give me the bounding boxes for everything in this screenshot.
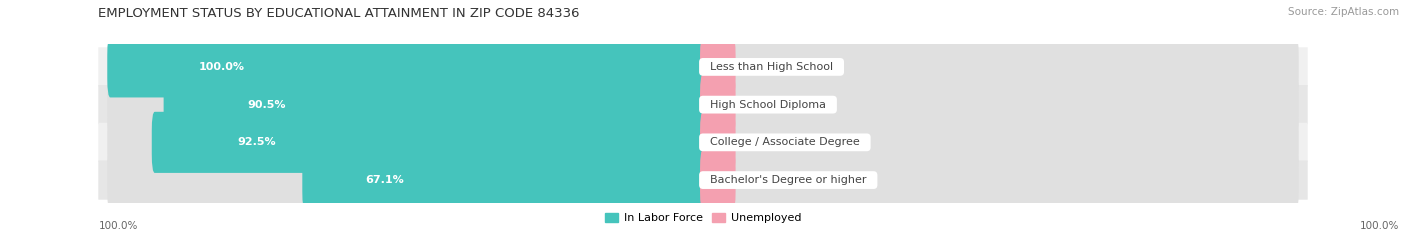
Text: College / Associate Degree: College / Associate Degree: [703, 137, 866, 147]
FancyBboxPatch shape: [700, 36, 735, 97]
FancyBboxPatch shape: [107, 112, 706, 173]
Text: Bachelor's Degree or higher: Bachelor's Degree or higher: [703, 175, 873, 185]
Text: Source: ZipAtlas.com: Source: ZipAtlas.com: [1288, 7, 1399, 17]
Text: 100.0%: 100.0%: [98, 221, 138, 231]
Text: 90.5%: 90.5%: [247, 100, 285, 110]
FancyBboxPatch shape: [700, 112, 735, 173]
Text: 0.0%: 0.0%: [745, 137, 773, 147]
Text: High School Diploma: High School Diploma: [703, 100, 832, 110]
FancyBboxPatch shape: [98, 47, 1308, 86]
FancyBboxPatch shape: [700, 74, 735, 135]
FancyBboxPatch shape: [163, 74, 706, 135]
FancyBboxPatch shape: [107, 74, 706, 135]
FancyBboxPatch shape: [700, 74, 1299, 135]
FancyBboxPatch shape: [700, 150, 735, 211]
Text: 92.5%: 92.5%: [238, 137, 276, 147]
FancyBboxPatch shape: [152, 112, 706, 173]
FancyBboxPatch shape: [107, 150, 706, 211]
Text: 100.0%: 100.0%: [1360, 221, 1399, 231]
Text: 100.0%: 100.0%: [200, 62, 245, 72]
Text: Less than High School: Less than High School: [703, 62, 841, 72]
FancyBboxPatch shape: [98, 161, 1308, 200]
FancyBboxPatch shape: [700, 150, 1299, 211]
FancyBboxPatch shape: [107, 36, 706, 97]
FancyBboxPatch shape: [98, 85, 1308, 124]
Text: 0.0%: 0.0%: [745, 100, 773, 110]
Text: 0.0%: 0.0%: [745, 175, 773, 185]
Text: 0.0%: 0.0%: [745, 62, 773, 72]
Text: 67.1%: 67.1%: [366, 175, 404, 185]
FancyBboxPatch shape: [107, 36, 706, 97]
FancyBboxPatch shape: [302, 150, 706, 211]
FancyBboxPatch shape: [700, 36, 1299, 97]
Text: EMPLOYMENT STATUS BY EDUCATIONAL ATTAINMENT IN ZIP CODE 84336: EMPLOYMENT STATUS BY EDUCATIONAL ATTAINM…: [98, 7, 579, 20]
Legend: In Labor Force, Unemployed: In Labor Force, Unemployed: [600, 208, 806, 227]
FancyBboxPatch shape: [98, 123, 1308, 162]
FancyBboxPatch shape: [700, 112, 1299, 173]
